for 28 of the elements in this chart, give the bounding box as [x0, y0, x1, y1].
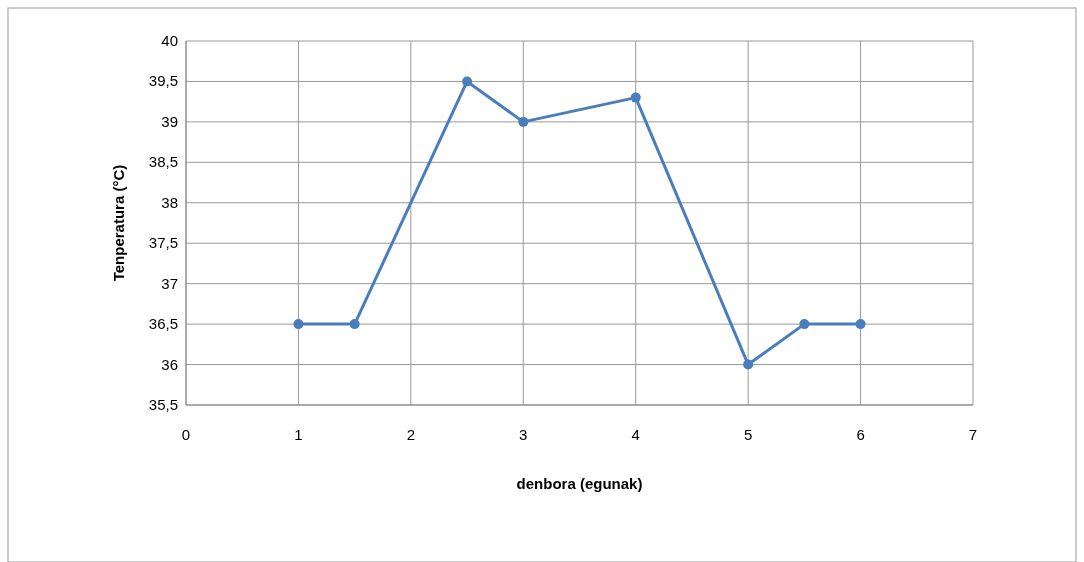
x-tick-label: 2: [406, 426, 416, 443]
point: [462, 76, 473, 87]
point: [743, 359, 754, 370]
x-tick-label: 4: [631, 426, 640, 443]
x-tick-label: 0: [181, 426, 191, 443]
x-tick-label: 1: [294, 426, 303, 443]
point: [799, 319, 810, 330]
y-tick-label: 37,5: [148, 234, 178, 252]
y-tick-label: 35,5: [148, 396, 178, 413]
y-axis-title: Tenperatura (°C): [110, 164, 127, 282]
point: [518, 116, 529, 127]
y-tick-label: 40: [161, 32, 178, 49]
y-tick-label: 37: [161, 274, 178, 292]
x-tick-label: 5: [743, 426, 753, 443]
y-tick-label: 38: [161, 193, 178, 211]
point: [349, 319, 360, 330]
y-tick-label: 36: [161, 355, 178, 373]
x-tick-label: 6: [856, 426, 865, 443]
x-tick-label: 3: [519, 426, 528, 443]
y-tick-label: 39,5: [148, 72, 178, 90]
point: [293, 319, 304, 330]
y-tick-label: 38,5: [148, 153, 178, 171]
y-tick-label: 36,5: [148, 315, 178, 333]
point: [855, 319, 866, 330]
point: [630, 92, 641, 103]
x-axis-title: denbora (egunak): [516, 475, 643, 492]
y-tick-label: 39: [161, 112, 178, 130]
x-tick-label: 7: [968, 426, 978, 443]
